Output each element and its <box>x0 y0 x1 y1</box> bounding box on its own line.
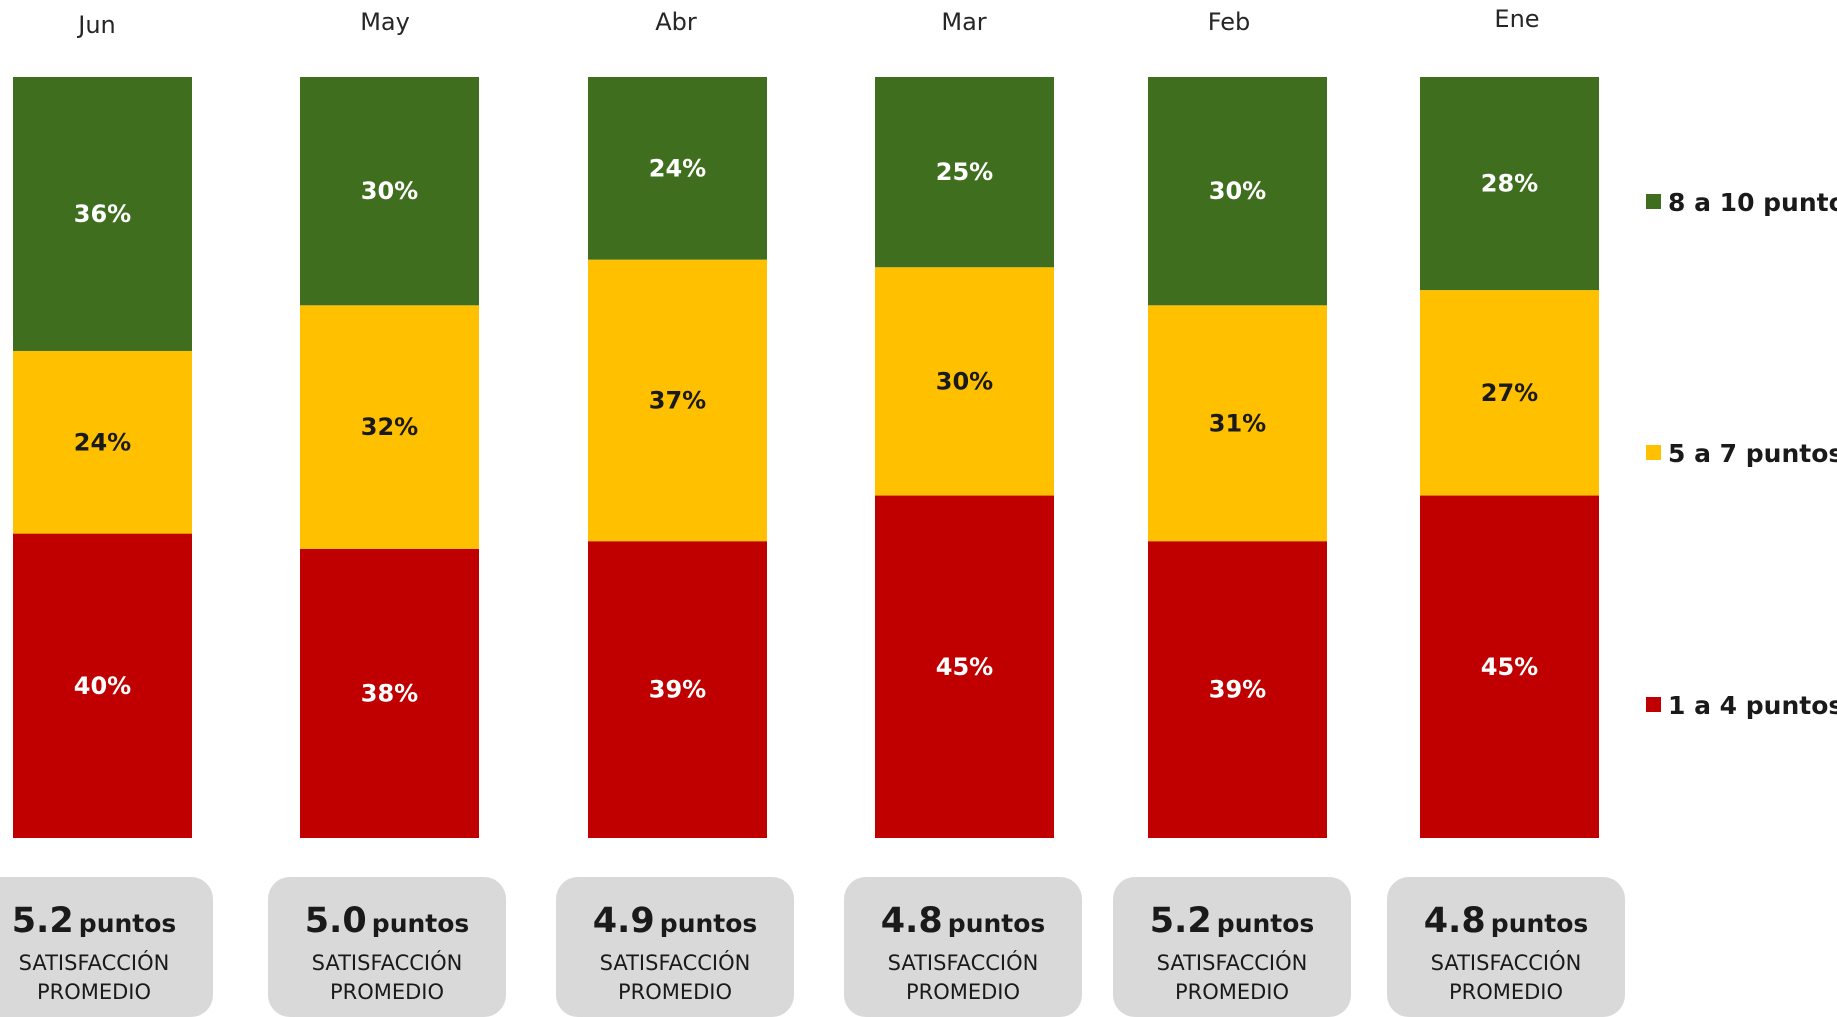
score-caption-line-2: PROMEDIO <box>905 980 1021 1004</box>
data-label-feb-s1: 31% <box>1209 409 1266 437</box>
score-caption-line-1: SATISFACCIÓN <box>311 951 463 975</box>
score-line: 5.0 puntos <box>268 903 506 945</box>
score-caption-line-2: PROMEDIO <box>329 980 445 1004</box>
legend-label-s1: 5 a 7 puntos <box>1668 439 1837 468</box>
bar-segment-abr-s1 <box>588 259 767 542</box>
score-line: 4.8 puntos <box>1387 903 1625 945</box>
bar-segment-mar-s2 <box>875 77 1054 268</box>
score-caption: SATISFACCIÓN PROMEDIO <box>0 949 213 1007</box>
data-label-jun-s2: 36% <box>74 200 131 228</box>
score-caption-line-2: PROMEDIO <box>1448 980 1564 1004</box>
legend-item-s1: 5 a 7 puntos <box>1646 439 1837 468</box>
bar-segment-abr-s2 <box>588 77 767 260</box>
month-label-abr: Abr <box>655 8 697 36</box>
bar-segment-feb-s0 <box>1148 541 1327 838</box>
score-line: 4.9 puntos <box>556 903 794 945</box>
score-caption-line-1: SATISFACCIÓN <box>1430 951 1582 975</box>
month-label-feb: Feb <box>1208 8 1251 36</box>
bar-segment-feb-s1 <box>1148 305 1327 542</box>
score-box-mar: 4.8 puntos SATISFACCIÓN PROMEDIO <box>844 877 1082 1017</box>
score-caption-line-1: SATISFACCIÓN <box>887 951 1039 975</box>
score-caption-line-2: PROMEDIO <box>617 980 733 1004</box>
score-box-abr: 4.9 puntos SATISFACCIÓN PROMEDIO <box>556 877 794 1017</box>
legend-swatch-s2 <box>1646 194 1661 209</box>
data-label-mar-s1: 30% <box>936 367 993 395</box>
score-caption: SATISFACCIÓN PROMEDIO <box>1113 949 1351 1007</box>
bar-segment-ene-s2 <box>1420 77 1599 291</box>
bar-segment-may-s1 <box>300 305 479 549</box>
data-label-abr-s0: 39% <box>649 676 706 704</box>
score-caption: SATISFACCIÓN PROMEDIO <box>844 949 1082 1007</box>
score-box-may: 5.0 puntos SATISFACCIÓN PROMEDIO <box>268 877 506 1017</box>
score-caption: SATISFACCIÓN PROMEDIO <box>268 949 506 1007</box>
data-label-ene-s1: 27% <box>1481 379 1538 407</box>
score-value: 4.8 <box>880 901 943 941</box>
legend-swatch-s1 <box>1646 445 1661 460</box>
score-caption: SATISFACCIÓN PROMEDIO <box>1387 949 1625 1007</box>
score-caption-line-1: SATISFACCIÓN <box>18 951 170 975</box>
data-label-may-s0: 38% <box>361 679 418 707</box>
legend-label-s2: 8 a 10 puntos <box>1668 188 1837 217</box>
data-label-ene-s0: 45% <box>1481 653 1538 681</box>
score-value: 4.9 <box>592 901 655 941</box>
score-caption-line-2: PROMEDIO <box>36 980 152 1004</box>
month-label-mar: Mar <box>941 8 986 36</box>
bar-segment-may-s2 <box>300 77 479 306</box>
score-value: 5.0 <box>304 901 367 941</box>
month-label-may: May <box>360 8 410 36</box>
score-unit: puntos <box>947 909 1046 938</box>
score-unit: puntos <box>78 909 177 938</box>
score-value: 4.8 <box>1423 901 1486 941</box>
month-label-jun: Jun <box>76 11 116 39</box>
score-line: 5.2 puntos <box>0 903 213 945</box>
score-unit: puntos <box>1216 909 1315 938</box>
data-label-jun-s0: 40% <box>74 672 131 700</box>
data-label-ene-s2: 28% <box>1481 170 1538 198</box>
score-line: 5.2 puntos <box>1113 903 1351 945</box>
score-box-jun: 5.2 puntos SATISFACCIÓN PROMEDIO <box>0 877 213 1017</box>
score-value: 5.2 <box>11 901 74 941</box>
bar-segment-may-s0 <box>300 548 479 838</box>
data-label-feb-s2: 30% <box>1209 177 1266 205</box>
bar-segment-jun-s0 <box>13 533 192 838</box>
data-label-jun-s1: 24% <box>74 428 131 456</box>
data-label-abr-s2: 24% <box>649 154 706 182</box>
legend-swatch-s0 <box>1646 697 1661 712</box>
data-label-may-s2: 30% <box>361 177 418 205</box>
data-label-feb-s0: 39% <box>1209 676 1266 704</box>
bars-layer: 40% 24% 36% 38% 32% 30% 39% 37% 24% 45% 30% 25% 39% 3… <box>13 77 1599 838</box>
month-label-ene: Ene <box>1494 5 1539 33</box>
score-caption: SATISFACCIÓN PROMEDIO <box>556 949 794 1007</box>
score-unit: puntos <box>371 909 470 938</box>
data-label-mar-s2: 25% <box>936 158 993 186</box>
score-box-feb: 5.2 puntos SATISFACCIÓN PROMEDIO <box>1113 877 1351 1017</box>
bar-segment-jun-s1 <box>13 350 192 534</box>
data-label-abr-s1: 37% <box>649 386 706 414</box>
score-unit: puntos <box>659 909 758 938</box>
score-line: 4.8 puntos <box>844 903 1082 945</box>
legend-item-s0: 1 a 4 puntos <box>1646 691 1837 720</box>
data-label-mar-s0: 45% <box>936 653 993 681</box>
bar-segment-ene-s1 <box>1420 290 1599 496</box>
bar-segment-mar-s0 <box>875 495 1054 838</box>
score-value: 5.2 <box>1149 901 1212 941</box>
bar-segment-feb-s2 <box>1148 77 1327 306</box>
data-label-may-s1: 32% <box>361 413 418 441</box>
legend-item-s2: 8 a 10 puntos <box>1646 188 1837 217</box>
month-labels: Jun May Abr Mar Feb Ene <box>76 5 1539 39</box>
legend-label-s0: 1 a 4 puntos <box>1668 691 1837 720</box>
bar-segment-abr-s0 <box>588 541 767 838</box>
bar-segment-ene-s0 <box>1420 495 1599 838</box>
score-caption-line-1: SATISFACCIÓN <box>1156 951 1308 975</box>
score-caption-line-2: PROMEDIO <box>1174 980 1290 1004</box>
score-caption-line-1: SATISFACCIÓN <box>599 951 751 975</box>
legend: 8 a 10 puntos 5 a 7 puntos 1 a 4 puntos <box>1646 188 1837 720</box>
score-box-ene: 4.8 puntos SATISFACCIÓN PROMEDIO <box>1387 877 1625 1017</box>
bar-segment-mar-s1 <box>875 267 1054 496</box>
score-unit: puntos <box>1490 909 1589 938</box>
bar-segment-jun-s2 <box>13 77 192 351</box>
